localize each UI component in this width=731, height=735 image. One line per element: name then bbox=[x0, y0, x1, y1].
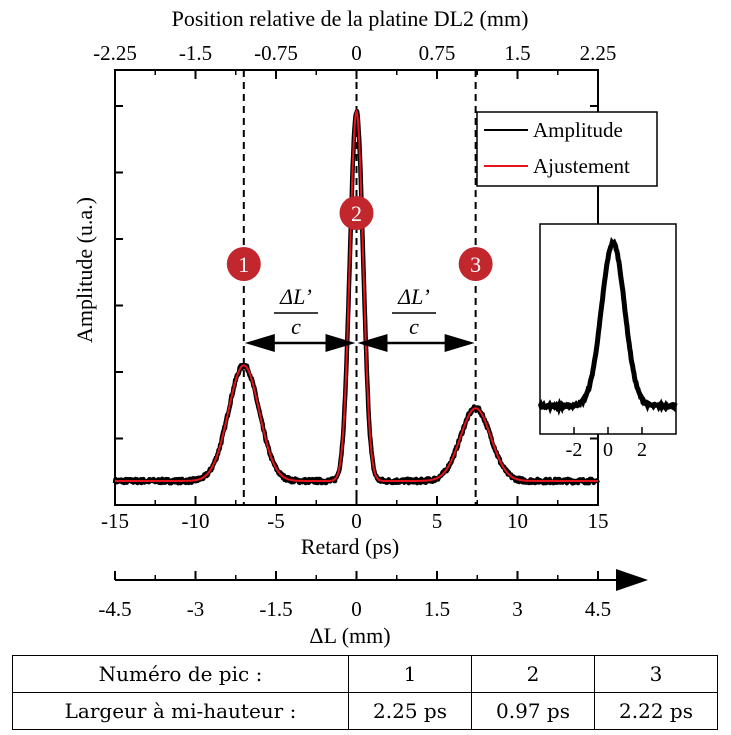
x-axis-tick-label: 15 bbox=[588, 509, 609, 533]
table-cell: 3 bbox=[594, 655, 718, 693]
table-cell: 0.97 ps bbox=[471, 692, 595, 730]
y-axis-label: Amplitude (u.a.) bbox=[72, 197, 97, 343]
x-axis-tick-label: 5 bbox=[432, 509, 443, 533]
delta-l-axis-tick-label: -4.5 bbox=[98, 597, 131, 621]
fraction-left-denominator: c bbox=[291, 314, 301, 339]
x-axis-tick-label: 10 bbox=[507, 509, 528, 533]
legend-label-fit: Ajustement bbox=[533, 154, 630, 178]
top-axis-tick-label: 0.75 bbox=[419, 41, 456, 65]
delay-arrowhead bbox=[244, 334, 275, 352]
peak-marker-label: 2 bbox=[351, 201, 362, 226]
fit-series-line bbox=[115, 109, 598, 482]
peak-marker bbox=[458, 247, 493, 281]
top-axis-tick-label: -0.75 bbox=[254, 41, 298, 65]
table-cell: 2.25 ps bbox=[348, 692, 472, 730]
top-axis-tick-label: -1.5 bbox=[179, 41, 212, 65]
table-cell: Largeur à mi-hauteur : bbox=[12, 692, 349, 730]
top-axis-tick-label: -2.25 bbox=[93, 41, 137, 65]
inset-tick-label: -2 bbox=[566, 439, 583, 461]
x-axis-tick-label: -15 bbox=[101, 509, 129, 533]
peak-marker-label: 1 bbox=[238, 252, 249, 277]
peak-width-table: Numéro de pic : 1 2 3 Largeur à mi-haute… bbox=[12, 655, 718, 730]
inset-tick-label: 0 bbox=[603, 439, 613, 461]
delta-l-axis-tick-label: -3 bbox=[187, 597, 205, 621]
delay-arrowhead bbox=[444, 334, 475, 352]
delta-l-axis: -4.5 -3 -1.5 0 1.5 3 4.5 bbox=[98, 569, 648, 621]
top-axis-title: Position relative de la platine DL2 (mm) bbox=[172, 6, 529, 31]
delta-l-axis-tick-label: 1.5 bbox=[424, 597, 450, 621]
fraction-left: ΔL’ c bbox=[274, 284, 318, 339]
x-axis-label: Retard (ps) bbox=[301, 534, 399, 559]
x-axis-tick-label: -5 bbox=[267, 509, 285, 533]
legend-box bbox=[476, 111, 658, 187]
peak-markers: 1 2 3 bbox=[226, 196, 493, 281]
x-axis-tick-label: -10 bbox=[182, 509, 210, 533]
peak-marker bbox=[226, 247, 261, 281]
fraction-right-denominator: c bbox=[409, 314, 419, 339]
peak-marker-label: 3 bbox=[470, 252, 481, 277]
delta-l-axis-tick-label: 0 bbox=[351, 597, 362, 621]
peak-marker bbox=[339, 196, 374, 230]
fraction-left-numerator: ΔL’ bbox=[279, 284, 312, 309]
x-axis-tick-label: 0 bbox=[351, 509, 362, 533]
legend-label-amplitude: Amplitude bbox=[533, 118, 623, 142]
bottom-axis-ticks: -15 -10 -5 0 5 10 15 bbox=[101, 496, 609, 533]
delta-l-axis-tick-label: -1.5 bbox=[259, 597, 292, 621]
top-axis-tick-label: 1.5 bbox=[504, 41, 530, 65]
peak-dashed-lines bbox=[242, 70, 477, 505]
table-cell: Numéro de pic : bbox=[12, 655, 349, 693]
top-axis-tick-label: 2.25 bbox=[580, 41, 617, 65]
table-cell: 2.22 ps bbox=[594, 692, 718, 730]
delay-arrows bbox=[244, 334, 475, 352]
delta-l-axis-label: ΔL (mm) bbox=[309, 623, 390, 648]
table-cell: 2 bbox=[471, 655, 595, 693]
delay-arrowhead bbox=[357, 334, 388, 352]
inset-tick-label: 2 bbox=[637, 439, 647, 461]
delay-arrowhead bbox=[325, 334, 356, 352]
inset-series-line bbox=[537, 236, 678, 417]
delta-l-axis-arrowhead bbox=[616, 569, 648, 591]
top-axis-ticks: -2.25 -1.5 -0.75 0 0.75 1.5 2.25 bbox=[93, 41, 616, 79]
table-cell: 1 bbox=[348, 655, 472, 693]
inset: -2 0 2 bbox=[537, 223, 678, 461]
table-row: Largeur à mi-hauteur : 2.25 ps 0.97 ps 2… bbox=[12, 692, 718, 730]
top-axis-tick-label: 0 bbox=[351, 41, 362, 65]
delta-l-axis-tick-label: 4.5 bbox=[585, 597, 611, 621]
inset-axis-ticks: -2 0 2 bbox=[566, 427, 647, 461]
delta-l-axis-tick-label: 3 bbox=[512, 597, 523, 621]
fraction-right-numerator: ΔL’ bbox=[397, 284, 430, 309]
fraction-right: ΔL’ c bbox=[392, 284, 436, 339]
legend: Amplitude Ajustement bbox=[476, 111, 658, 187]
table-row: Numéro de pic : 1 2 3 bbox=[12, 655, 718, 693]
